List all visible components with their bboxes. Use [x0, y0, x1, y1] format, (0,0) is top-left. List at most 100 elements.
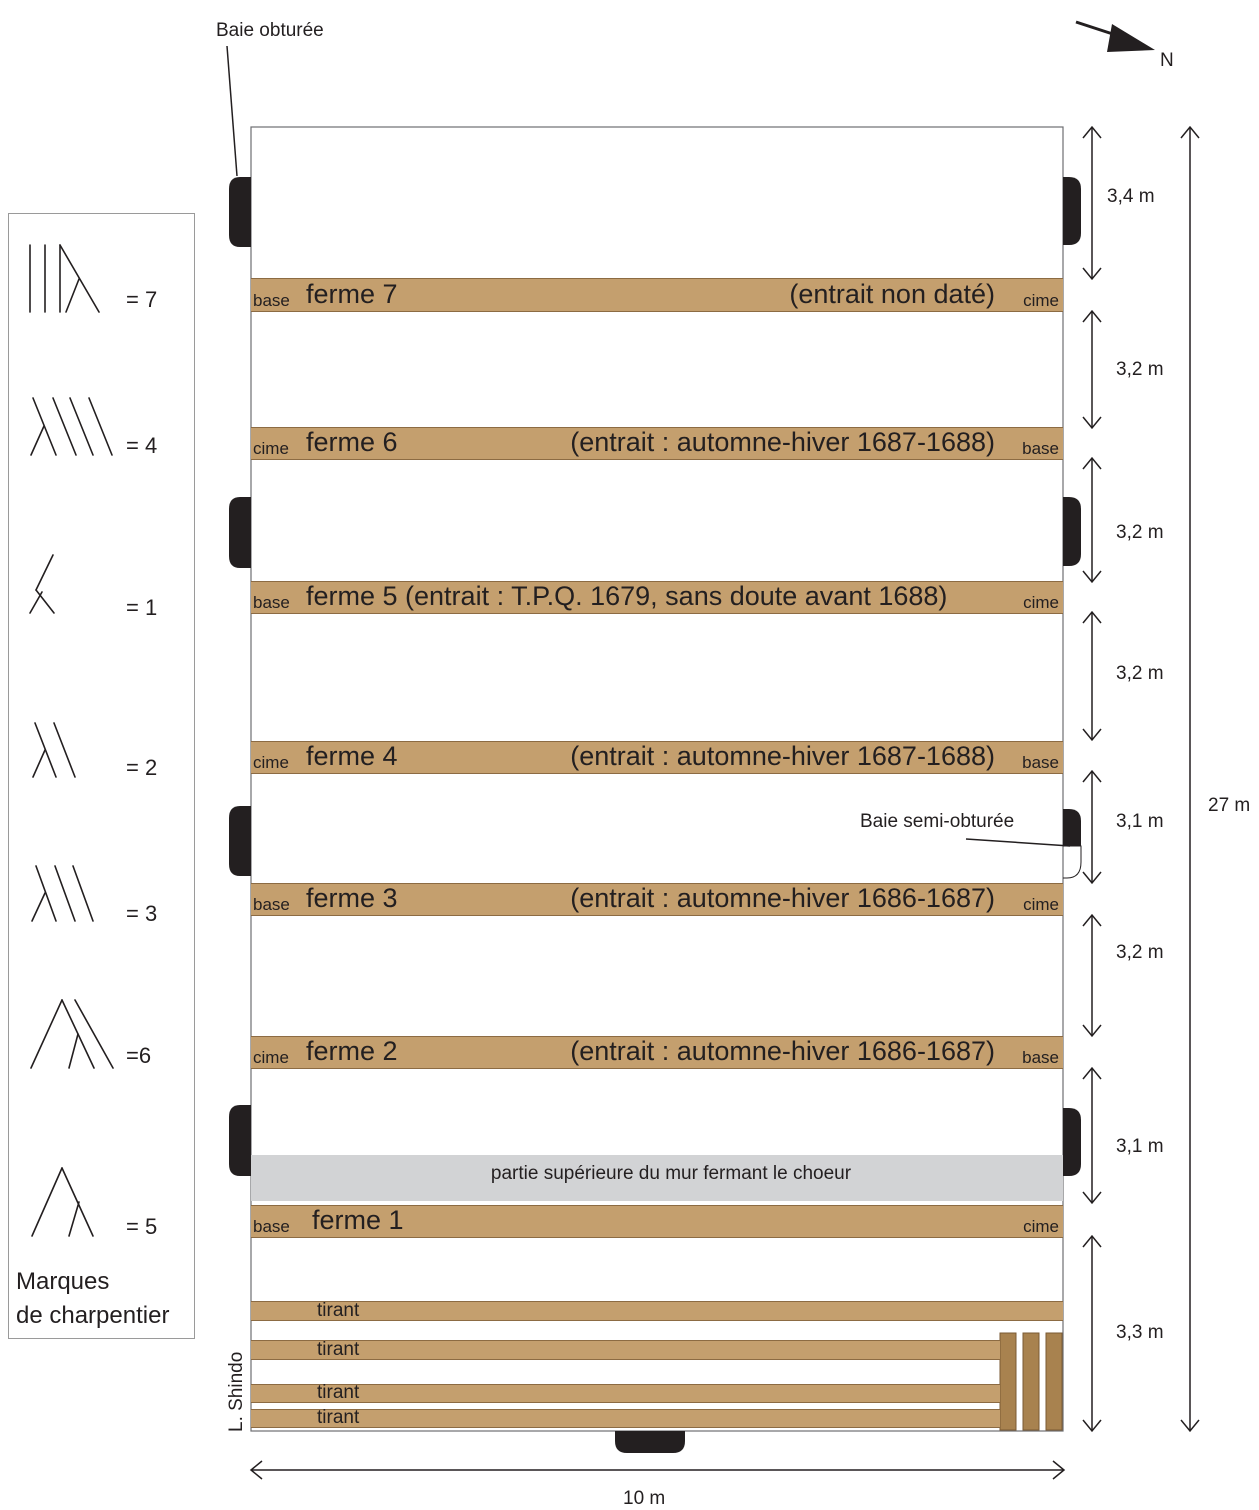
bay-right-4 — [1063, 1108, 1081, 1176]
ferme-6-right-end: base — [1022, 439, 1059, 458]
spacing-label-4: 3,2 m — [1116, 663, 1164, 684]
spacing-label-1: 3,4 m — [1107, 186, 1155, 207]
bay-right-1 — [1063, 177, 1081, 245]
spacing-arrows — [249, 125, 1200, 1480]
tirant-2-beam: tirant — [251, 1339, 1000, 1360]
north-arrow-icon — [1075, 20, 1155, 52]
ferme-6-beam: cime ferme 6 (entrait : automne-hiver 16… — [251, 427, 1063, 460]
ferme-6-note: (entrait : automne-hiver 1687-1688) — [570, 427, 995, 457]
mark-1-icon — [29, 554, 55, 614]
choir-wall-label: partie supérieure du mur fermant le choe… — [490, 1163, 852, 1184]
total-length-arrow — [1180, 125, 1200, 1433]
legend-box — [8, 213, 195, 1339]
choir-wall — [251, 1155, 1063, 1201]
bay-right-3 — [1063, 809, 1081, 846]
ferme-3-left-end: base — [253, 895, 290, 914]
ferme-4-right-end: base — [1022, 753, 1059, 772]
mark-6-icon — [30, 999, 114, 1069]
tirant-3-label: tirant — [317, 1382, 360, 1403]
ferme-1-beam: base ferme 1 cime — [251, 1205, 1063, 1238]
width-arrow — [249, 1460, 1066, 1480]
north-label: N — [1160, 50, 1174, 71]
ferme-2-beam: cime ferme 2 (entrait : automne-hiver 16… — [251, 1036, 1063, 1069]
posts — [999, 1332, 1063, 1431]
spacing-label-3: 3,2 m — [1116, 522, 1164, 543]
ferme-5-name: ferme 5 (entrait : T.P.Q. 1679, sans dou… — [306, 581, 948, 611]
ferme-1-right-end: cime — [1023, 1217, 1059, 1236]
legend-value-7: = 7 — [126, 287, 158, 312]
ferme-2-note: (entrait : automne-hiver 1686-1687) — [570, 1036, 995, 1066]
ferme-7-right-end: cime — [1023, 291, 1059, 310]
spacing-arrow-5 — [1082, 769, 1102, 885]
ferme-1-name: ferme 1 — [312, 1205, 404, 1235]
ferme-3-note: (entrait : automne-hiver 1686-1687) — [570, 883, 995, 913]
mark-7-icon — [29, 244, 100, 313]
ferme-5-beam: base ferme 5 (entrait : T.P.Q. 1679, san… — [251, 581, 1063, 614]
baie-obturee-label: Baie obturée — [216, 20, 324, 41]
author-label: L. Shindo — [226, 1351, 247, 1432]
spacing-arrow-2 — [1082, 309, 1102, 430]
spacing-arrow-7 — [1082, 1066, 1102, 1205]
semi-bay-outline — [1063, 845, 1082, 879]
tirant-4-label: tirant — [317, 1407, 360, 1428]
leader-baie-semi — [965, 838, 1071, 847]
ferme-3-beam: base ferme 3 (entrait : automne-hiver 16… — [251, 883, 1063, 916]
spacing-arrow-3 — [1082, 456, 1102, 584]
spacing-arrow-4 — [1082, 610, 1102, 742]
spacing-label-6: 3,2 m — [1116, 942, 1164, 963]
ferme-4-left-end: cime — [253, 753, 289, 772]
legend-title-line2: de charpentier — [16, 1302, 170, 1329]
spacing-label-2: 3,2 m — [1116, 359, 1164, 380]
tirant-3-beam: tirant — [251, 1382, 1000, 1403]
bay-openings — [229, 177, 1081, 1453]
legend-title-line1: Marques — [16, 1268, 110, 1295]
ferme-2-name: ferme 2 — [306, 1036, 398, 1066]
bay-left-4 — [229, 1105, 251, 1176]
legend-value-2: = 2 — [126, 755, 158, 780]
mark-5-icon — [31, 1167, 94, 1237]
tirant-2-label: tirant — [317, 1339, 360, 1360]
ferme-2-left-end: cime — [253, 1048, 289, 1067]
ferme-7-name: ferme 7 — [306, 279, 398, 309]
ferme-1-left-end: base — [253, 1217, 290, 1236]
legend-value-3: = 3 — [126, 901, 158, 926]
ferme-4-beam: cime ferme 4 (entrait : automne-hiver 16… — [251, 741, 1063, 774]
bay-right-2 — [1063, 497, 1081, 566]
spacing-label-5: 3,1 m — [1116, 811, 1164, 832]
mark-3-icon — [31, 865, 94, 922]
mark-2-icon — [32, 722, 76, 778]
bay-left-2 — [229, 497, 251, 568]
tirant-4-beam: tirant — [251, 1407, 1000, 1428]
ferme-6-left-end: cime — [253, 439, 289, 458]
tirant-1-label: tirant — [317, 1300, 360, 1321]
legend-value-5: = 5 — [126, 1214, 158, 1239]
tirant-1-beam: tirant — [251, 1300, 1063, 1321]
bay-left-1 — [229, 177, 251, 247]
spacing-label-8: 3,3 m — [1116, 1322, 1164, 1343]
ferme-4-name: ferme 4 — [306, 741, 398, 771]
ferme-5-left-end: base — [253, 593, 290, 612]
ferme-2-right-end: base — [1022, 1048, 1059, 1067]
bay-bottom — [615, 1431, 685, 1453]
ferme-3-name: ferme 3 — [306, 883, 398, 913]
bay-left-3 — [229, 806, 251, 876]
ferme-5-right-end: cime — [1023, 593, 1059, 612]
legend-value-4: = 4 — [126, 433, 158, 458]
total-length-label: 27 m — [1208, 795, 1251, 816]
spacing-arrow-8 — [1082, 1234, 1102, 1433]
baie-semi-label: Baie semi-obturée — [860, 811, 1015, 832]
ferme-7-beam: base ferme 7 (entrait non daté) cime — [251, 278, 1063, 312]
ferme-3-right-end: cime — [1023, 895, 1059, 914]
legend-value-6: =6 — [126, 1043, 152, 1068]
ferme-7-left-end: base — [253, 291, 290, 310]
mark-4-icon — [30, 397, 113, 456]
spacing-arrow-1 — [1082, 125, 1102, 281]
ferme-6-name: ferme 6 — [306, 427, 398, 457]
width-label: 10 m — [623, 1488, 666, 1509]
leader-baie-obturee — [226, 45, 238, 177]
spacing-label-7: 3,1 m — [1116, 1136, 1164, 1157]
spacing-arrow-6 — [1082, 913, 1102, 1038]
ferme-7-note: (entrait non daté) — [789, 279, 995, 309]
ferme-4-note: (entrait : automne-hiver 1687-1688) — [570, 741, 995, 771]
legend-value-1: = 1 — [126, 595, 158, 620]
